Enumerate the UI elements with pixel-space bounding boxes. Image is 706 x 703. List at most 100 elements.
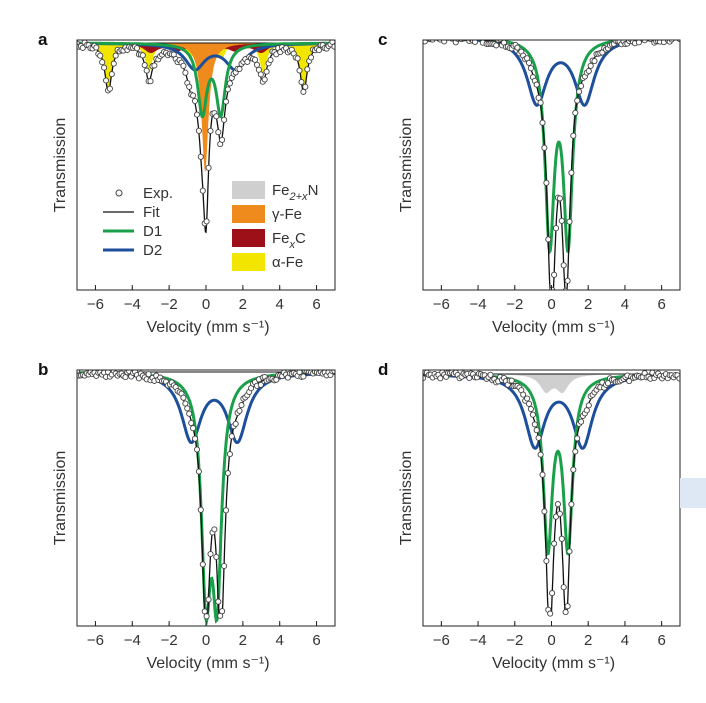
exp-point <box>638 34 643 39</box>
exp-point <box>539 471 546 478</box>
plot-area-a <box>77 40 335 234</box>
exp-point <box>191 97 199 105</box>
exp-point <box>673 33 678 38</box>
exp-point <box>549 590 556 597</box>
exp-point <box>110 60 117 67</box>
exp-point <box>182 69 189 76</box>
legend-label-fit: Fit <box>143 204 160 221</box>
exp-point <box>201 608 208 615</box>
frame-c <box>422 39 681 291</box>
legend-item-D1: D1 <box>103 223 162 240</box>
exp-point <box>434 32 439 37</box>
exp-point <box>527 65 534 72</box>
exp-point <box>543 557 550 565</box>
exp-point <box>558 535 565 542</box>
x-tick-label-c: −6 <box>433 296 450 313</box>
exp-point <box>591 58 598 65</box>
exp-point <box>267 56 274 64</box>
exp-point <box>331 370 335 374</box>
exp-point <box>644 40 649 41</box>
x-tick-label-b: −6 <box>87 632 104 649</box>
legend-label-D2: D2 <box>143 242 162 259</box>
exp-point <box>551 271 558 278</box>
exp-point <box>205 164 212 171</box>
exp-point <box>222 98 230 105</box>
exp-point <box>205 596 212 603</box>
exp-point <box>108 71 115 78</box>
x-tick-label-d: 2 <box>584 632 592 649</box>
exp-point <box>143 67 150 74</box>
exp-point <box>566 548 573 555</box>
legend-marker-exp <box>115 189 123 197</box>
exp-point <box>195 127 202 134</box>
x-tick-label-b: 6 <box>312 632 320 649</box>
panel-letter-b: b <box>38 360 48 379</box>
exp-point <box>197 506 204 513</box>
exp-point <box>236 65 243 73</box>
x-tick-label-b: −2 <box>161 632 178 649</box>
exp-point <box>429 40 436 43</box>
exp-point <box>191 435 199 442</box>
legend-swatch-alphaFe <box>232 253 265 271</box>
corner-tab[interactable] <box>680 478 706 508</box>
exp-point <box>647 40 650 41</box>
series-D2-b <box>77 371 335 445</box>
exp-point <box>578 82 585 90</box>
exp-point <box>587 62 594 69</box>
x-tick-label-d: 4 <box>621 632 629 649</box>
exp-point <box>525 400 533 407</box>
exp-point <box>668 40 675 43</box>
exp-point <box>564 603 571 610</box>
exp-point <box>514 44 521 51</box>
exp-point <box>585 402 592 409</box>
exp-point <box>535 94 542 101</box>
legend-label-exp: Exp. <box>143 185 173 202</box>
exp-point <box>549 289 552 290</box>
exp-point <box>447 34 452 39</box>
x-tick-label-a: 6 <box>312 296 320 313</box>
exp-point <box>524 395 531 402</box>
x-tick-label-d: −2 <box>506 632 523 649</box>
exp-point <box>487 371 494 378</box>
exp-point <box>568 501 575 508</box>
exp-point <box>257 71 264 78</box>
legend-item-Fe2N: Fe2+xN <box>232 181 318 203</box>
exp-point <box>508 377 515 384</box>
exp-point <box>296 67 303 74</box>
x-tick-label-b: −4 <box>124 632 141 649</box>
exp-point <box>527 405 534 413</box>
exp-point <box>232 420 239 427</box>
exp-point <box>572 448 579 455</box>
exp-point <box>545 236 552 243</box>
exp-point <box>560 584 567 591</box>
exp-point <box>315 47 322 54</box>
y-axis-title-b: Transmission <box>52 451 69 546</box>
exp-point <box>219 608 226 615</box>
exp-point <box>197 153 204 160</box>
exp-point <box>552 225 560 232</box>
exp-point <box>541 144 548 151</box>
exp-point <box>133 45 141 52</box>
exp-point <box>583 407 590 414</box>
exp-point <box>238 402 245 409</box>
exp-point <box>145 371 152 378</box>
exp-point <box>558 217 565 224</box>
exp-point <box>308 54 315 61</box>
exp-point <box>541 508 548 515</box>
exp-point <box>566 218 573 225</box>
legend-label-D1: D1 <box>143 223 162 240</box>
exp-point <box>471 40 479 45</box>
exp-point <box>475 40 479 41</box>
exp-point <box>221 116 228 123</box>
exp-point <box>261 76 268 83</box>
exp-point <box>477 40 480 41</box>
series-D2-c <box>442 40 680 107</box>
exp-point <box>224 86 231 93</box>
exp-point <box>219 136 226 143</box>
exp-point <box>650 33 655 38</box>
exp-point <box>228 433 235 440</box>
exp-point <box>141 62 148 69</box>
exp-point <box>537 99 544 106</box>
legend-item-D2: D2 <box>103 242 162 259</box>
exp-point <box>203 613 210 620</box>
